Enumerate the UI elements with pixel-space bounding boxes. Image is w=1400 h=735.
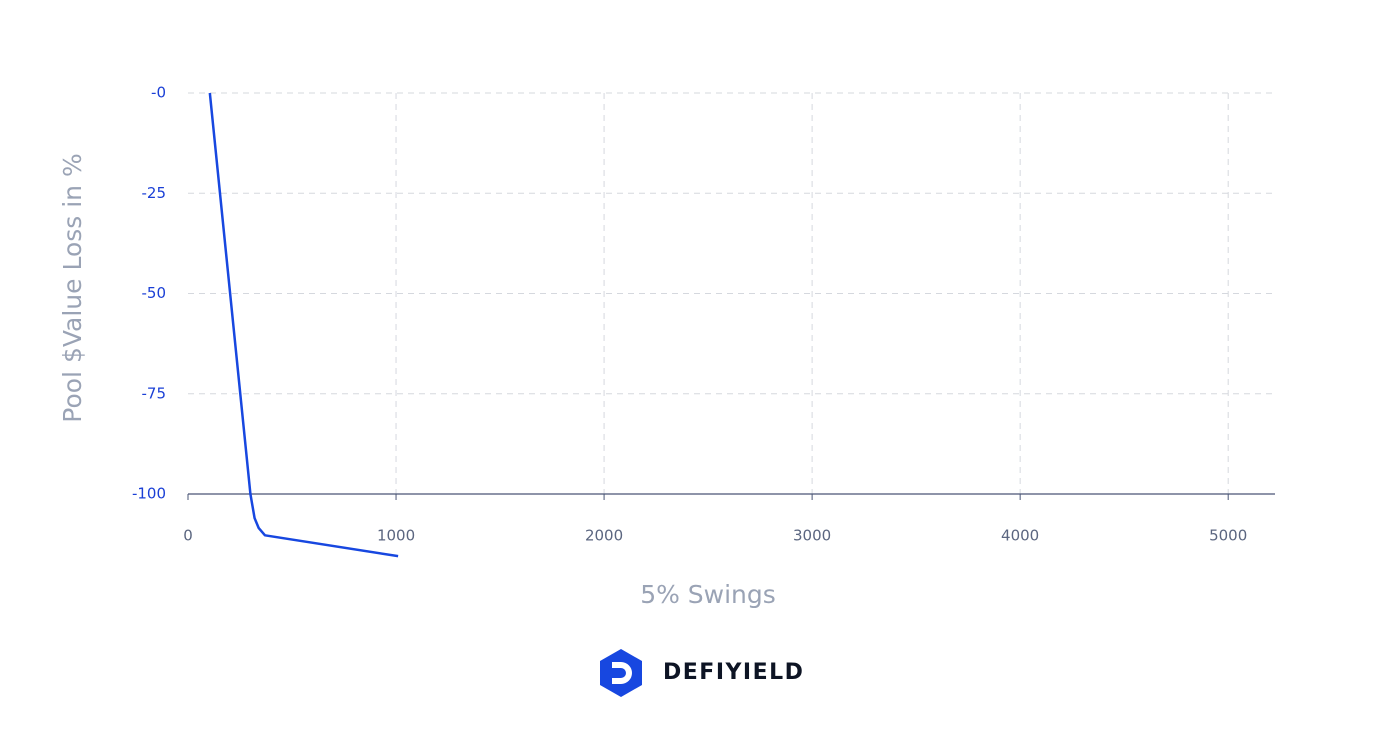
logo: DEFIYIELD: [600, 649, 804, 697]
y-tick-label: -0: [151, 84, 166, 102]
x-tick-label: 4000: [1001, 527, 1039, 545]
y-tick-label: -100: [132, 485, 166, 503]
y-tick-label: -75: [142, 384, 167, 402]
brand-name: DEFIYIELD: [663, 660, 804, 685]
y-tick-label: -25: [142, 184, 167, 202]
y-tick-label: -50: [142, 284, 167, 302]
line-series: [208, 92, 399, 558]
x-tick-label: 5000: [1209, 527, 1247, 545]
logo-glyph: [612, 662, 632, 684]
x-tick-label: 0: [183, 527, 193, 545]
x-tick-label: 3000: [793, 527, 831, 545]
y-axis-title: Pool $Value Loss in %: [58, 153, 87, 422]
logo-icon: [600, 649, 642, 697]
x-axis-title: 5% Swings: [640, 580, 776, 609]
x-tick-label: 1000: [377, 527, 415, 545]
x-tick-label: 2000: [585, 527, 623, 545]
